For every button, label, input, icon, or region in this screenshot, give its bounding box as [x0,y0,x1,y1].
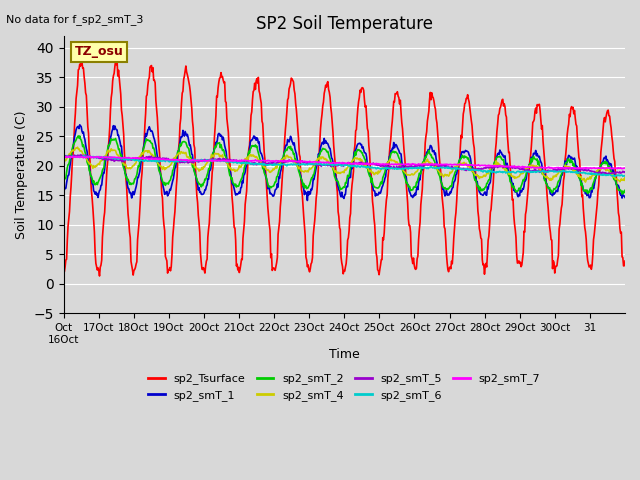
sp2_smT_1 [303,198,311,204]
sp2_Tsurface [95,273,103,279]
sp2_Tsurface [112,58,120,63]
Line: sp2_smT_4: sp2_smT_4 [63,147,625,182]
sp2_Tsurface [404,200,412,206]
sp2_smT_6 [278,162,286,168]
Line: sp2_smT_1: sp2_smT_1 [63,125,625,201]
sp2_smT_4 [435,168,442,174]
sp2_smT_1 [278,156,286,161]
sp2_smT_6 [60,155,67,160]
sp2_smT_7 [403,161,411,167]
sp2_smT_6 [230,160,237,166]
sp2_smT_4 [230,167,237,172]
Line: sp2_smT_7: sp2_smT_7 [63,156,625,169]
sp2_smT_4 [582,179,589,185]
sp2_smT_1 [257,151,265,156]
sp2_smT_4 [621,174,629,180]
sp2_smT_6 [621,173,629,179]
sp2_smT_2 [621,187,629,193]
sp2_smT_4 [257,158,265,164]
sp2_smT_5 [278,159,286,165]
sp2_smT_7 [257,158,265,164]
sp2_Tsurface [60,268,67,274]
sp2_smT_5 [257,162,265,168]
sp2_smT_5 [60,154,67,160]
sp2_Tsurface [280,164,287,170]
sp2_smT_6 [435,165,442,171]
sp2_smT_4 [127,166,134,172]
sp2_smT_4 [74,144,81,150]
sp2_smT_1 [76,122,84,128]
sp2_Tsurface [621,258,629,264]
sp2_smT_2 [278,156,286,161]
Legend: sp2_Tsurface, sp2_smT_1, sp2_smT_2, sp2_smT_4, sp2_smT_5, sp2_smT_6, sp2_smT_7: sp2_Tsurface, sp2_smT_1, sp2_smT_2, sp2_… [144,369,545,405]
sp2_smT_7 [69,154,77,159]
sp2_smT_2 [127,180,134,186]
Text: No data for f_sp2_smT_3: No data for f_sp2_smT_3 [6,14,144,25]
sp2_smT_1 [127,190,134,195]
sp2_Tsurface [435,151,443,157]
sp2_smT_2 [403,180,411,185]
sp2_smT_7 [60,154,67,160]
sp2_smT_5 [621,169,629,175]
Line: sp2_smT_5: sp2_smT_5 [63,155,625,174]
sp2_smT_1 [621,194,629,200]
sp2_smT_7 [621,165,629,171]
sp2_smT_6 [257,161,265,167]
sp2_Tsurface [258,118,266,124]
sp2_smT_5 [604,171,611,177]
Line: sp2_smT_6: sp2_smT_6 [63,156,625,177]
sp2_smT_2 [230,180,237,186]
sp2_smT_5 [403,163,411,169]
sp2_smT_1 [60,192,67,198]
sp2_Tsurface [127,258,135,264]
sp2_Tsurface [230,225,238,230]
sp2_smT_6 [403,166,411,171]
sp2_smT_1 [435,169,443,175]
sp2_smT_4 [403,172,411,178]
sp2_smT_7 [230,158,237,164]
Title: SP2 Soil Temperature: SP2 Soil Temperature [256,15,433,33]
sp2_smT_6 [611,174,619,180]
sp2_smT_7 [278,158,286,164]
Y-axis label: Soil Temperature (C): Soil Temperature (C) [15,110,28,239]
sp2_smT_1 [404,181,412,187]
sp2_smT_5 [77,152,84,158]
sp2_smT_2 [60,177,67,183]
X-axis label: Time: Time [329,348,360,360]
sp2_smT_4 [278,157,286,163]
sp2_smT_2 [618,191,626,197]
sp2_smT_4 [60,158,67,164]
sp2_smT_6 [127,156,134,162]
sp2_smT_2 [435,170,442,176]
sp2_smT_2 [74,133,82,139]
Line: sp2_Tsurface: sp2_Tsurface [63,60,625,276]
sp2_smT_5 [127,157,134,163]
Line: sp2_smT_2: sp2_smT_2 [63,136,625,194]
sp2_smT_7 [601,166,609,172]
sp2_smT_2 [257,158,265,164]
sp2_smT_5 [435,162,442,168]
sp2_smT_1 [230,183,237,189]
sp2_smT_6 [79,153,87,159]
sp2_smT_5 [230,157,237,163]
Text: TZ_osu: TZ_osu [75,46,124,59]
sp2_smT_7 [127,155,134,161]
sp2_smT_7 [435,162,442,168]
